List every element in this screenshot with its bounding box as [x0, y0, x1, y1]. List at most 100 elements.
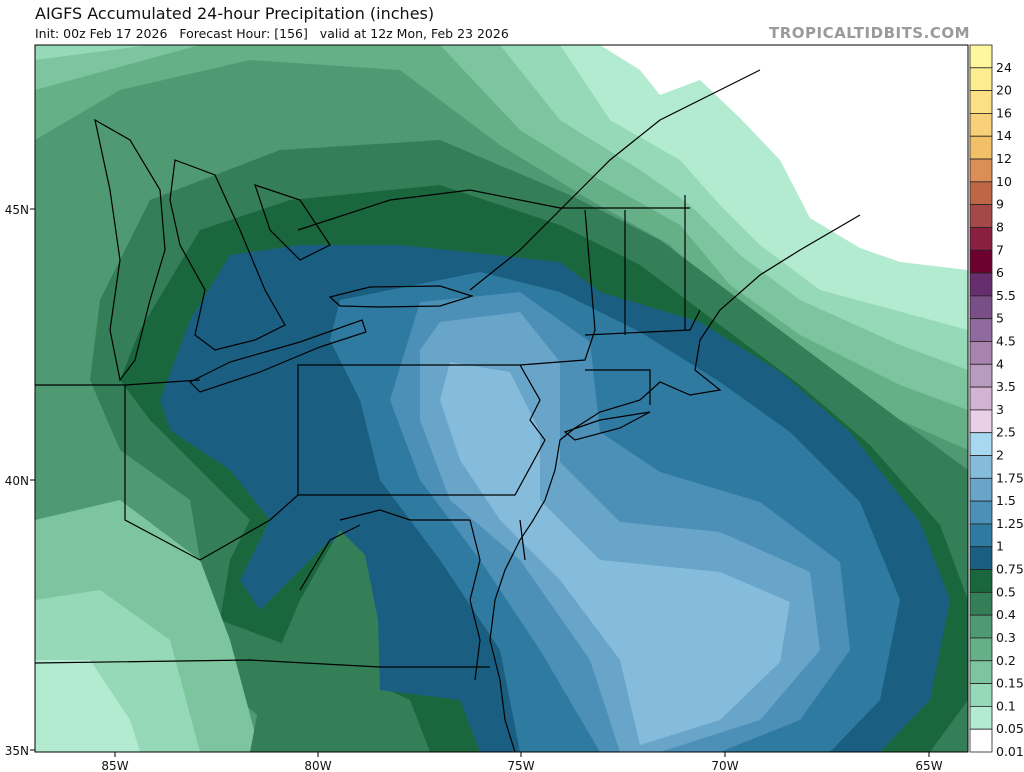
lake-ontario	[328, 285, 475, 308]
brand-watermark: TROPICALTIDBITS.COM	[769, 24, 970, 42]
sw-light-3	[35, 660, 140, 752]
colorbar-label: 0.2	[996, 653, 1016, 668]
colorbar-swatch	[969, 409, 993, 434]
colorbar-swatch	[969, 181, 993, 206]
colorbar-label: 2.5	[996, 425, 1016, 440]
colorbar-label: 5	[996, 311, 1004, 326]
colorbar-swatch	[969, 295, 993, 320]
colorbar-label: 0.15	[996, 676, 1024, 691]
lon-label: 65W	[915, 759, 942, 772]
colorbar-label: 0.01	[996, 744, 1024, 759]
map-subtitle: Init: 00z Feb 17 2026 Forecast Hour: [15…	[35, 26, 509, 41]
colorbar-swatch	[969, 204, 993, 228]
colorbar-label: 8	[996, 219, 1004, 234]
lon-label: 85W	[101, 759, 128, 772]
delaware-bay	[519, 519, 526, 561]
colorbar-swatch	[969, 477, 993, 502]
colorbar-swatch	[969, 728, 993, 753]
contour-1.5	[440, 362, 790, 745]
colorbar-swatch	[969, 386, 993, 411]
colorbar-label: 1.5	[996, 493, 1016, 508]
us-canada-border	[297, 189, 690, 231]
colorbar-label: 6	[996, 265, 1004, 280]
st-lawrence	[469, 69, 761, 291]
lon-label: 70W	[711, 759, 738, 772]
colorbar-swatch	[969, 363, 993, 388]
colorbar-label: 7	[996, 242, 1004, 257]
boundaries	[35, 69, 861, 752]
colorbar-label: 0.75	[996, 562, 1024, 577]
pa-state-line	[297, 364, 546, 496]
colorbar-label: 12	[996, 151, 1012, 166]
lake-erie	[188, 319, 367, 393]
colorbar-swatch	[969, 569, 993, 593]
georgian-bay	[254, 184, 331, 261]
colorbar-label: 1.25	[996, 516, 1024, 531]
colorbar: 24 20 16 14 12 10 9 8 7 6 5.5 5 4.5 4 3.5 3 2.5 2 1.75 1.5 1…	[969, 44, 1024, 759]
colorbar-label: 0.1	[996, 698, 1016, 713]
colorbar-swatch	[969, 227, 993, 251]
map-frame	[34, 44, 969, 753]
longitude-axis	[114, 752, 930, 757]
wv-line	[299, 524, 361, 591]
colorbar-label: 24	[996, 60, 1012, 75]
no-precip-area	[600, 45, 968, 270]
colorbar-swatch	[969, 591, 993, 616]
colorbar-swatch	[969, 341, 993, 365]
ny-state-line	[519, 209, 596, 366]
colorbar-swatch	[969, 637, 993, 662]
colorbar-swatch	[969, 705, 993, 730]
colorbar-swatch	[969, 683, 993, 707]
colorbar-swatch	[969, 455, 993, 479]
colorbar-label: 5.5	[996, 288, 1016, 303]
colorbar-swatch	[969, 660, 993, 684]
lat-label: 45N	[5, 203, 29, 217]
colorbar-swatch	[969, 318, 993, 342]
colorbar-swatch	[969, 614, 993, 639]
michigan-line	[35, 379, 201, 386]
precip-contours	[35, 45, 968, 752]
chesapeake	[469, 519, 481, 681]
colorbar-label: 20	[996, 83, 1012, 98]
colorbar-label: 4.5	[996, 333, 1016, 348]
lake-michigan	[94, 118, 166, 382]
colorbar-label: 1.75	[996, 470, 1024, 485]
colorbar-swatch	[969, 523, 993, 548]
colorbar-label: 10	[996, 174, 1012, 189]
latitude-axis	[30, 208, 35, 751]
lake-huron	[169, 159, 286, 351]
colorbar-swatch	[969, 158, 993, 183]
lon-label: 75W	[507, 759, 534, 772]
lat-label: 35N	[5, 744, 29, 758]
lon-label: 80W	[304, 759, 331, 772]
new-england-lines	[584, 195, 701, 405]
colorbar-swatch	[969, 113, 993, 137]
colorbar-label: 1	[996, 539, 1004, 554]
colorbar-label: 4	[996, 356, 1004, 371]
colorbar-swatch	[969, 249, 993, 274]
long-island	[563, 411, 651, 441]
colorbar-swatch	[969, 135, 993, 160]
colorbar-swatch	[969, 546, 993, 570]
appalachian-green	[250, 530, 420, 752]
colorbar-label: 3	[996, 402, 1004, 417]
colorbar-label: 0.5	[996, 584, 1016, 599]
colorbar-label: 0.3	[996, 630, 1016, 645]
colorbar-label: 2	[996, 448, 1004, 463]
virginia-line	[35, 509, 490, 668]
colorbar-swatch	[969, 44, 993, 69]
map-title: AIGFS Accumulated 24-hour Precipitation …	[35, 4, 435, 23]
colorbar-swatch	[969, 432, 993, 456]
colorbar-label: 14	[996, 128, 1012, 143]
colorbar-swatch	[969, 67, 993, 92]
colorbar-label: 16	[996, 105, 1012, 120]
colorbar-swatch	[969, 500, 993, 525]
lat-label: 40N	[5, 474, 29, 488]
colorbar-label: 9	[996, 197, 1004, 212]
ohio-line	[124, 385, 299, 561]
colorbar-label: 0.4	[996, 607, 1016, 622]
colorbar-label: 3.5	[996, 379, 1016, 394]
colorbar-label: 0.05	[996, 721, 1024, 736]
colorbar-swatch	[969, 272, 993, 297]
